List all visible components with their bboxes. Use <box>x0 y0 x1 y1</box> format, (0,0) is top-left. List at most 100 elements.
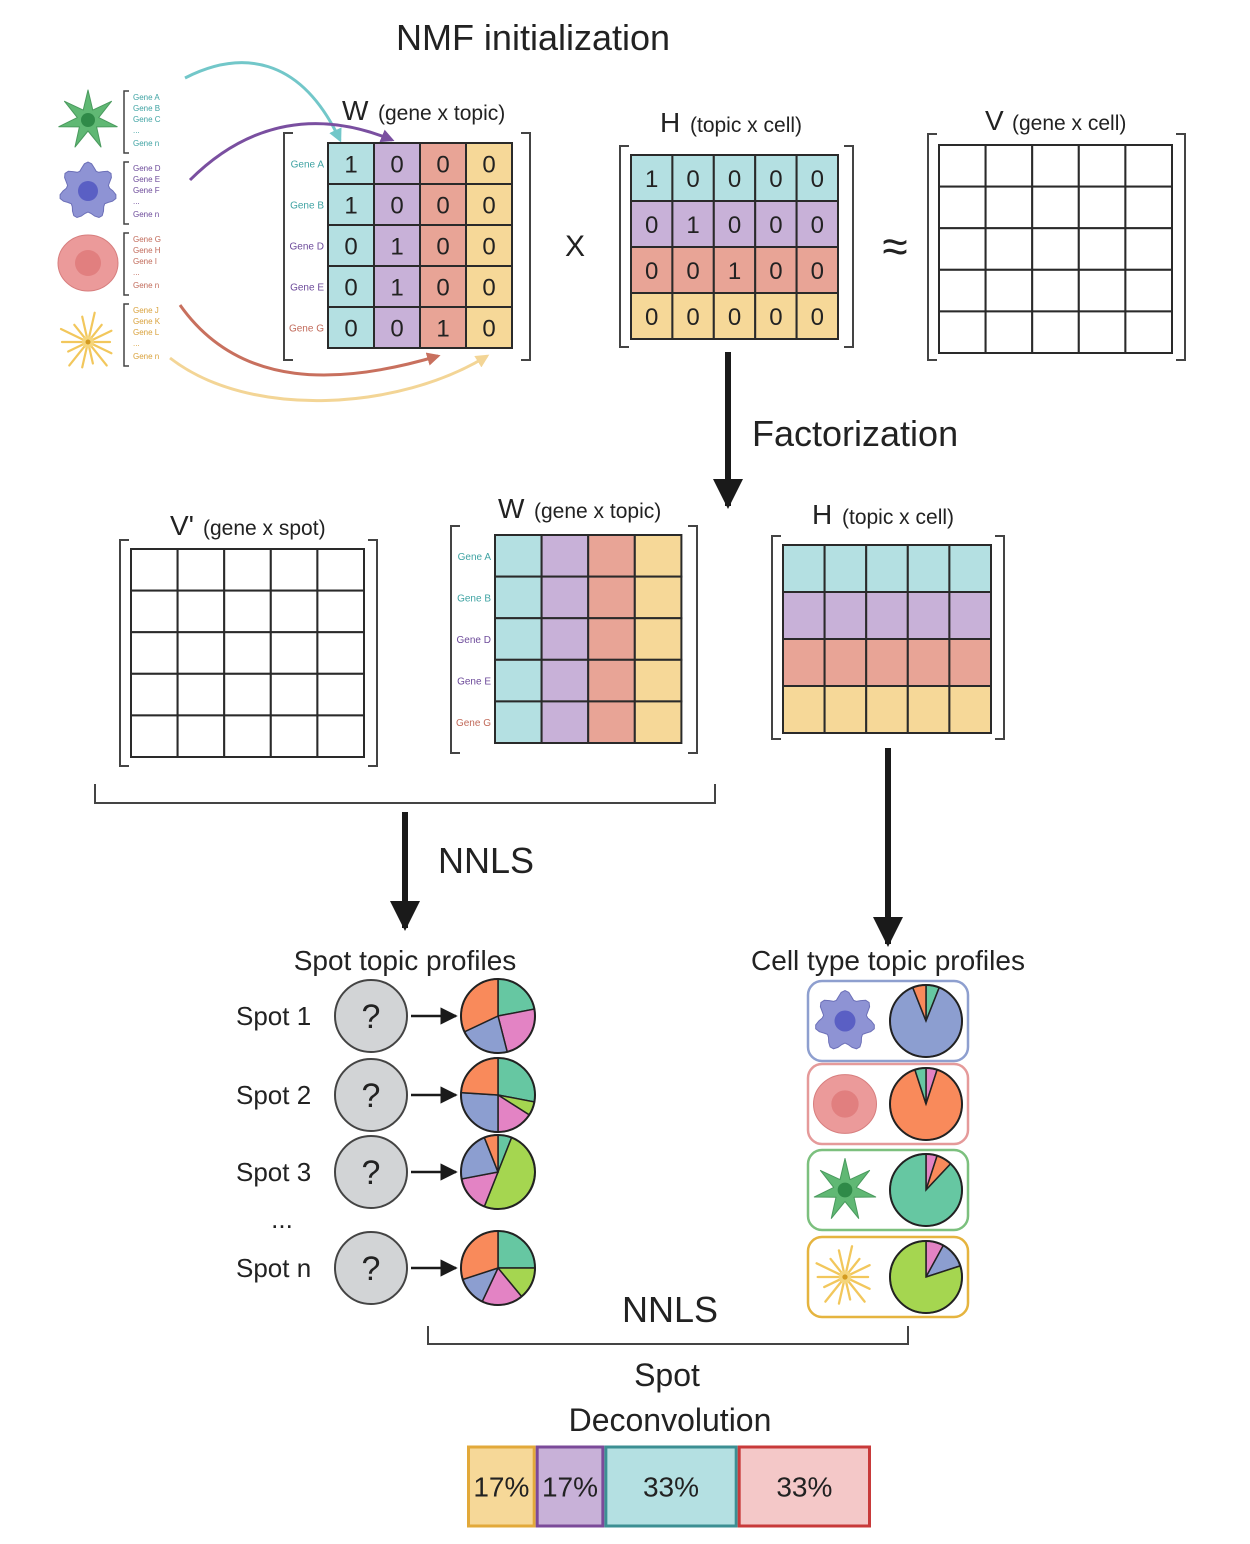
yellow-neuron-cell-icon <box>59 311 113 369</box>
yellow-curved-arrow <box>169 354 490 403</box>
w-init-value: 0 <box>436 234 449 261</box>
cell-type-pie-outline <box>889 1153 963 1227</box>
gene-list-entry: Gene B <box>133 104 160 113</box>
h-fact-matrix <box>771 535 1005 740</box>
yellow-neuron-cell-dendrite <box>845 1280 852 1301</box>
w-init-left-bracket <box>283 132 293 361</box>
v-cell <box>1077 227 1127 271</box>
w-init-cell <box>327 265 375 308</box>
h-fact-right-bracket <box>995 535 1005 740</box>
v-prime-cell <box>176 672 226 717</box>
green-star-cell-nucleus <box>81 113 95 127</box>
w-init-value: 0 <box>482 275 495 302</box>
w-init-cell <box>327 142 375 185</box>
green-star-cell-nucleus <box>837 1182 853 1198</box>
red-round-cell-nucleus <box>75 250 101 276</box>
h-init-value: 0 <box>811 212 824 239</box>
w-init-value: 0 <box>436 152 449 179</box>
gene-list-entry: ... <box>133 126 140 135</box>
w-fact-cell <box>494 700 543 745</box>
v-prime-cell <box>316 672 365 717</box>
spot-pie-outline <box>460 978 536 1054</box>
spot-row: Spot n? <box>236 1230 536 1306</box>
v-prime-cell <box>223 589 272 634</box>
w-fact-cell <box>587 534 636 578</box>
h-init-value: 0 <box>769 212 782 239</box>
w-init-value: 1 <box>390 234 403 261</box>
h-fact-cell <box>823 685 868 734</box>
gene-list-entry: Gene n <box>133 210 159 219</box>
gene-list-entry: Gene J <box>133 306 159 315</box>
w-init-value: 0 <box>482 316 495 343</box>
w-fact-cell <box>540 575 590 620</box>
w-init-cell <box>465 224 513 267</box>
w-init-cell <box>465 142 513 185</box>
yellow-neuron-cell-dendrite <box>845 1245 854 1274</box>
gene-list-entry: Gene L <box>133 328 160 337</box>
h-fact-cell <box>823 591 868 640</box>
v-cell <box>1077 185 1127 230</box>
v-cell <box>1031 227 1080 271</box>
h-fact-cell <box>865 544 909 593</box>
w-fact-cell <box>587 658 636 703</box>
gene-list-entry: Gene I <box>133 257 157 266</box>
h-fact-cell <box>823 544 868 593</box>
h-init-value: 0 <box>686 258 699 285</box>
v-cell <box>1077 268 1127 313</box>
red-round-cell-icon <box>813 1074 877 1134</box>
w-init-row-label: Gene B <box>290 201 324 212</box>
w-fact-cell <box>633 700 683 745</box>
cell-type-profile-box <box>806 1062 970 1146</box>
gene-list-bracket <box>123 232 129 296</box>
v-cell <box>1031 144 1080 188</box>
deconvolution-title-line2: Deconvolution <box>569 1402 772 1438</box>
h-fact-title: H (topic x cell) <box>812 499 954 530</box>
w-init-value: 0 <box>482 193 495 220</box>
w-init-row-label: Gene D <box>290 242 324 253</box>
gene-list-entry: ... <box>133 339 140 348</box>
cell-type-profile-box <box>806 1148 970 1232</box>
w-fact-row-label: Gene A <box>458 552 492 563</box>
unknown-spot-circle <box>334 979 408 1053</box>
w-init-value: 0 <box>390 316 403 343</box>
w-init-value: 1 <box>344 152 357 179</box>
v-cell <box>938 185 987 230</box>
diagram-title: NMF initialization <box>396 17 670 58</box>
v-prime-cell <box>223 548 272 592</box>
gene-list-entry: Gene H <box>133 246 161 255</box>
deconvolution-segment-label: 17% <box>473 1472 529 1503</box>
h-init-value: 0 <box>728 212 741 239</box>
gene-list-bracket <box>123 90 129 154</box>
w-init-value: 0 <box>390 152 403 179</box>
w-init-matrix: 1 0 0 0 1 0 0 0 0 1 0 0 0 1 0 0 0 0 1 0 Gene A Gene B Gene D Ge… <box>283 132 531 361</box>
h-fact-cell <box>782 544 826 593</box>
w-fact-left-bracket <box>450 525 460 754</box>
unknown-spot-symbol: ? <box>362 1154 381 1192</box>
h-fact-cell <box>782 638 826 687</box>
cell-type-profile-box <box>806 1235 970 1319</box>
h-fact-cell <box>865 638 909 687</box>
w-init-title-letter: W <box>342 95 369 126</box>
h-init-right-bracket <box>844 145 854 348</box>
spot-label: Spot 2 <box>236 1080 311 1110</box>
gene-list-entry: Gene G <box>133 235 161 244</box>
gene-list-bracket <box>123 303 129 367</box>
v-prime-right-bracket <box>368 539 378 767</box>
red-round-cell-nucleus <box>831 1090 859 1118</box>
v-cell <box>1124 268 1174 313</box>
h-init-value: 0 <box>645 212 658 239</box>
gene-list-entry: Gene n <box>133 139 159 148</box>
v-cell <box>1031 268 1080 313</box>
v-cell <box>938 144 987 188</box>
unknown-spot-symbol: ? <box>362 1077 381 1115</box>
h-init-value: 0 <box>769 304 782 331</box>
unknown-spot-circle <box>334 1231 408 1305</box>
spot-label: Spot n <box>236 1253 311 1283</box>
gene-list-bracket <box>123 161 129 225</box>
h-fact-cell <box>782 591 826 640</box>
h-init-value: 1 <box>686 212 699 239</box>
v-cell <box>984 144 1034 188</box>
v-prime-cell <box>316 589 365 634</box>
gene-list-entry: Gene E <box>133 175 160 184</box>
gene-list-entry: Gene n <box>133 352 159 361</box>
